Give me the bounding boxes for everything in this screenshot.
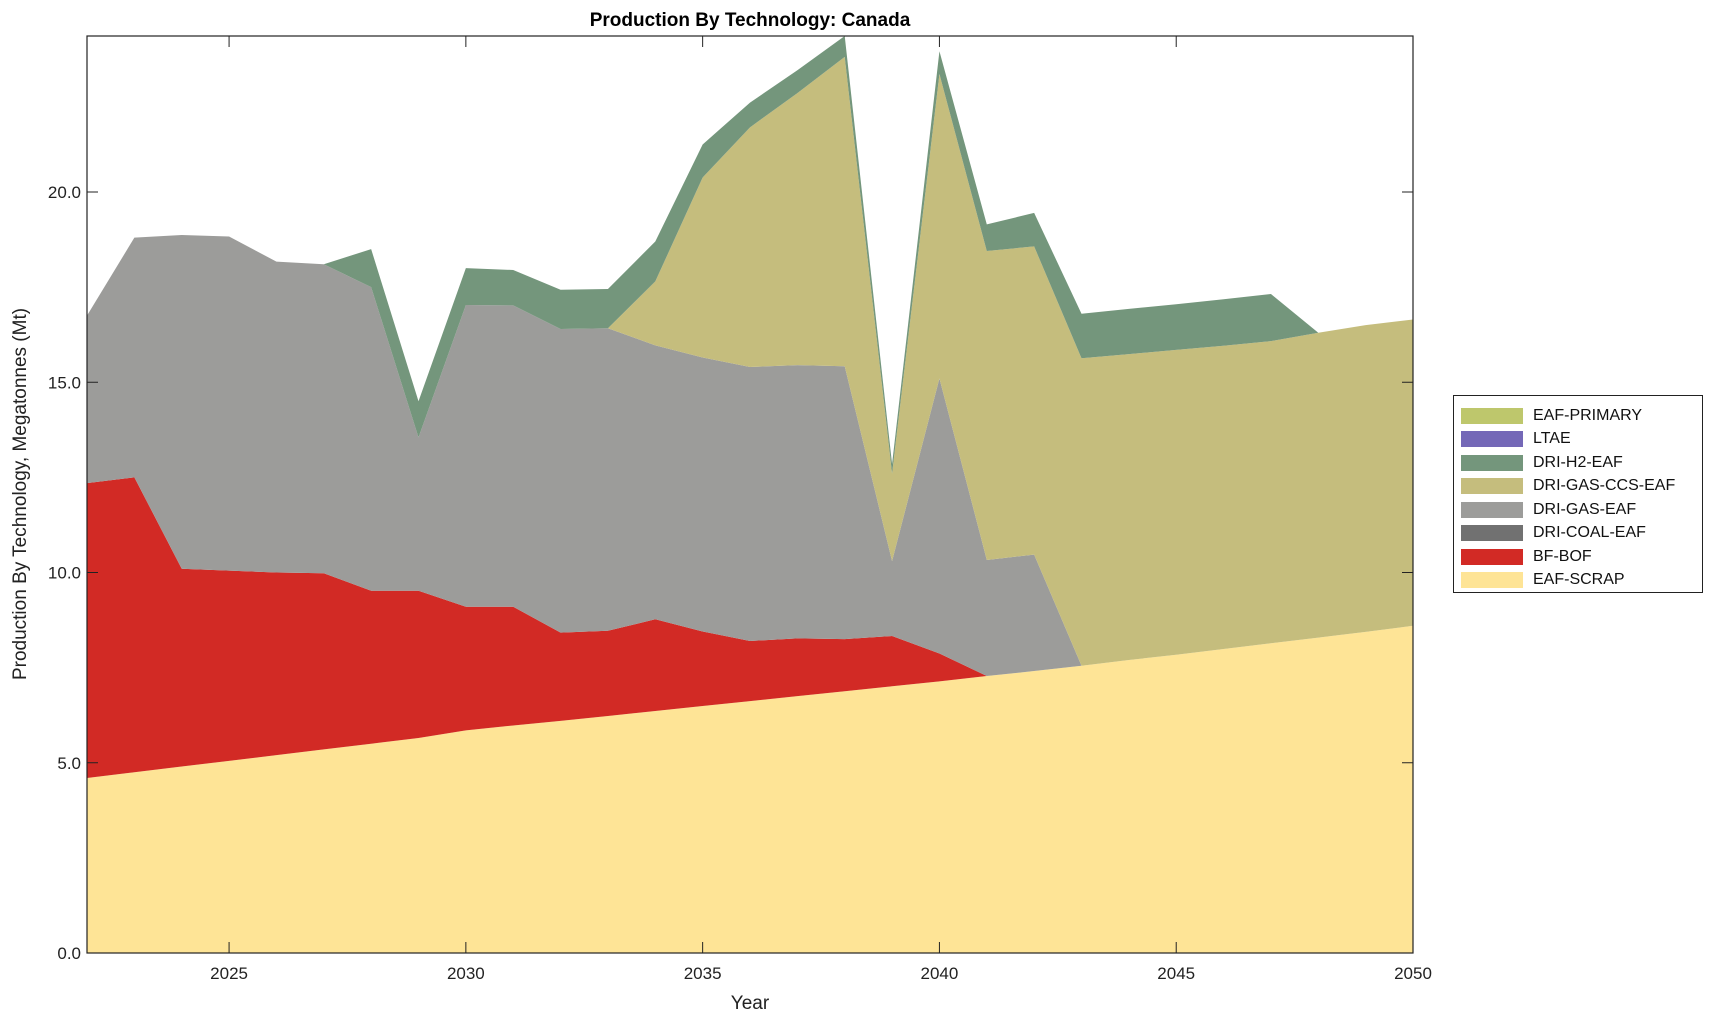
- area-bf-bof: [87, 477, 1413, 778]
- legend-swatch: [1461, 431, 1523, 448]
- x-tick-label: 2030: [447, 964, 485, 983]
- legend-item: DRI-GAS-EAF: [1461, 498, 1702, 522]
- y-tick-label: 0.0: [57, 944, 81, 963]
- x-tick-label: 2050: [1394, 964, 1432, 983]
- area-dri-h2-eaf: [87, 36, 1413, 474]
- legend-swatch: [1461, 478, 1523, 495]
- legend-label: DRI-GAS-EAF: [1533, 500, 1637, 518]
- legend-label: EAF-PRIMARY: [1533, 406, 1643, 424]
- legend-swatch: [1461, 548, 1523, 565]
- legend-swatch: [1461, 454, 1523, 471]
- area-dri-gas-ccs-eaf: [87, 56, 1413, 666]
- legend-label: BF-BOF: [1533, 547, 1592, 565]
- y-axis-label: Production By Technology, Megatonnes (Mt…: [10, 308, 31, 680]
- legend-item: BF-BOF: [1461, 545, 1702, 569]
- x-tick-label: 2035: [684, 964, 722, 983]
- legend-label: EAF-SCRAP: [1533, 571, 1625, 589]
- y-tick-label: 10.0: [48, 564, 81, 583]
- y-tick-label: 15.0: [48, 373, 81, 392]
- x-axis-label: Year: [731, 993, 770, 1014]
- legend-item: DRI-H2-EAF: [1461, 451, 1702, 475]
- legend-label: LTAE: [1533, 430, 1571, 448]
- legend-label: DRI-GAS-CCS-EAF: [1533, 477, 1676, 495]
- y-tick-label: 5.0: [57, 754, 81, 773]
- legend-item: EAF-SCRAP: [1461, 569, 1702, 593]
- chart-title: Production By Technology: Canada: [590, 10, 911, 31]
- legend-swatch: [1461, 407, 1523, 424]
- x-tick-label: 2045: [1157, 964, 1195, 983]
- x-tick-label: 2040: [921, 964, 959, 983]
- x-axis: 2025 2030 2035 2040 2045 2050: [210, 36, 1432, 983]
- legend-swatch: [1461, 525, 1523, 542]
- legend: EAF-PRIMARY LTAE DRI-H2-EAF DRI-GAS-CCS-EAF…: [1453, 395, 1703, 593]
- legend-item: DRI-GAS-CCS-EAF: [1461, 475, 1702, 499]
- area-eaf-scrap: [87, 625, 1413, 953]
- legend-label: DRI-COAL-EAF: [1533, 524, 1646, 542]
- area-layers: [87, 36, 1413, 953]
- legend-item: EAF-PRIMARY: [1461, 404, 1702, 428]
- legend-item: DRI-COAL-EAF: [1461, 522, 1702, 546]
- x-tick-label: 2025: [210, 964, 248, 983]
- legend-item: LTAE: [1461, 428, 1702, 452]
- legend-label: DRI-H2-EAF: [1533, 453, 1623, 471]
- legend-swatch: [1461, 501, 1523, 518]
- y-axis: 0.0 5.0 10.0 15.0 20.0: [48, 183, 1413, 963]
- area-dri-gas-eaf: [87, 235, 1413, 676]
- legend-swatch: [1461, 572, 1523, 589]
- y-tick-label: 20.0: [48, 183, 81, 202]
- plot-frame: [86, 35, 1414, 954]
